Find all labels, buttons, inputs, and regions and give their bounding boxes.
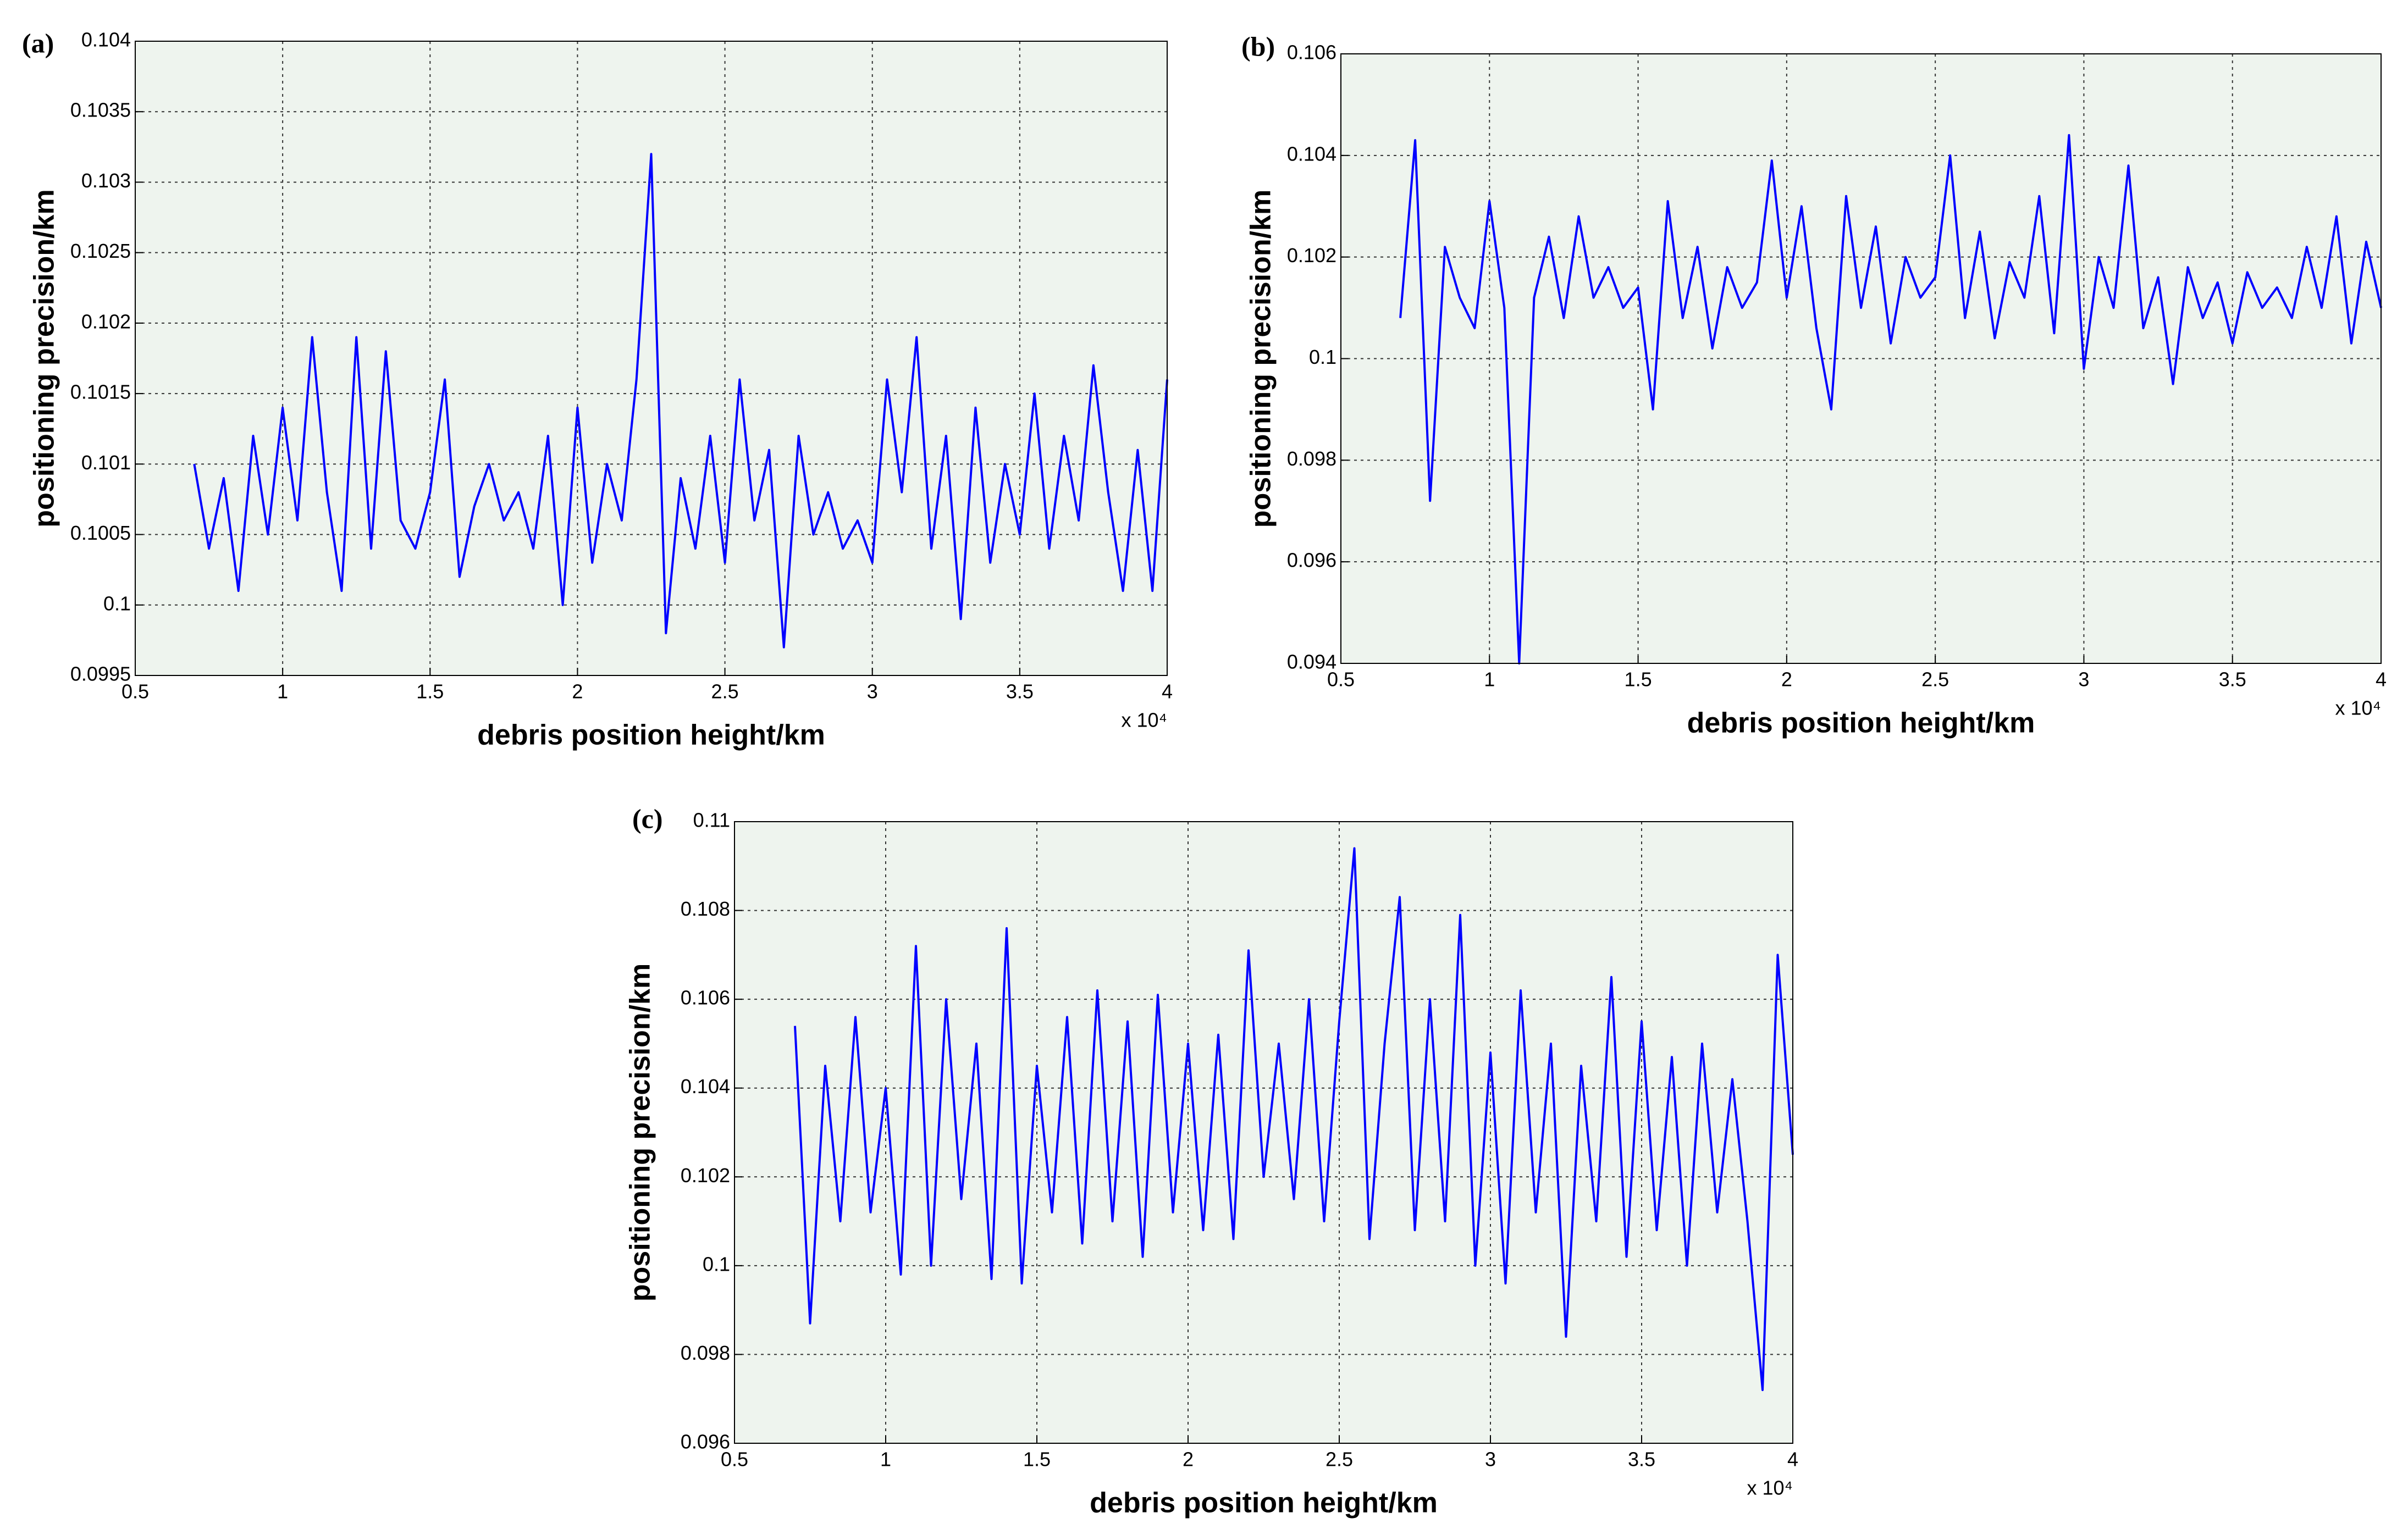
- x-tick-label: 3.5: [1006, 680, 1034, 703]
- y-tick-label: 0.096: [1287, 549, 1336, 572]
- y-tick-label: 0.101: [81, 451, 131, 474]
- x-axis-label: debris position height/km: [1687, 707, 2035, 739]
- data-line: [193, 153, 1168, 649]
- y-tick-label: 0.104: [81, 29, 131, 51]
- x-tick-label: 1.5: [1023, 1448, 1051, 1471]
- x-tick-label: 2.5: [711, 680, 739, 703]
- x-tick-label: 1.5: [416, 680, 444, 703]
- y-tick-label: 0.106: [1287, 41, 1336, 64]
- y-tick-label: 0.103: [81, 169, 131, 192]
- y-tick-label: 0.096: [681, 1431, 730, 1453]
- x-scale-label: x 10⁴: [1121, 709, 1167, 732]
- y-tick-label: 0.094: [1287, 651, 1336, 673]
- x-tick-label: 4: [1787, 1448, 1798, 1471]
- x-tick-label: 1: [880, 1448, 891, 1471]
- panel-label: (b): [1241, 31, 1275, 62]
- panel-label: (c): [632, 803, 663, 834]
- x-axis-label: debris position height/km: [477, 719, 825, 751]
- y-tick-label: 0.098: [681, 1342, 730, 1364]
- y-tick-label: 0.102: [681, 1164, 730, 1187]
- y-tick-label: 0.1015: [70, 381, 131, 403]
- x-tick-label: 0.5: [1327, 668, 1355, 691]
- y-axis-label: positioning precision/km: [1245, 190, 1277, 528]
- panel-label: (a): [22, 27, 54, 58]
- y-axis-label: positioning precision/km: [625, 963, 656, 1301]
- plot-area: [734, 822, 1793, 1443]
- x-tick-label: 0.5: [121, 680, 149, 703]
- y-tick-label: 0.1005: [70, 522, 131, 544]
- plot-border: [734, 821, 1793, 1444]
- x-tick-label: 2: [1183, 1448, 1194, 1471]
- y-tick-label: 0.11: [693, 809, 730, 832]
- y-tick-label: 0.102: [81, 310, 131, 333]
- x-tick-label: 3: [867, 680, 878, 703]
- data-line: [794, 847, 1794, 1392]
- x-tick-label: 3.5: [1628, 1448, 1655, 1471]
- y-tick-label: 0.108: [681, 898, 730, 920]
- y-tick-label: 0.1: [103, 592, 131, 614]
- x-tick-label: 4: [2376, 668, 2387, 691]
- x-tick-label: 3: [1485, 1448, 1496, 1471]
- y-tick-label: 0.102: [1287, 244, 1336, 267]
- y-tick-label: 0.1: [1309, 346, 1336, 368]
- x-tick-label: 3.5: [2219, 668, 2246, 691]
- y-tick-label: 0.1: [703, 1253, 730, 1275]
- x-tick-label: 2.5: [1325, 1448, 1353, 1471]
- plot-border: [135, 41, 1168, 676]
- x-tick-label: 1: [1484, 668, 1495, 691]
- data-line: [1399, 134, 2382, 664]
- y-tick-label: 0.1035: [70, 99, 131, 121]
- plot-area: [135, 41, 1167, 675]
- x-tick-label: 2: [572, 680, 583, 703]
- x-tick-label: 0.5: [721, 1448, 748, 1471]
- x-scale-label: x 10⁴: [2335, 697, 2381, 719]
- x-scale-label: x 10⁴: [1747, 1477, 1793, 1499]
- y-tick-label: 0.104: [681, 1075, 730, 1098]
- x-tick-label: 2: [1781, 668, 1792, 691]
- x-tick-label: 2.5: [1921, 668, 1949, 691]
- y-axis-label: positioning precision/km: [29, 189, 60, 527]
- x-tick-label: 4: [1162, 680, 1173, 703]
- x-tick-label: 1: [277, 680, 288, 703]
- x-tick-label: 3: [2078, 668, 2089, 691]
- y-tick-label: 0.0995: [70, 663, 131, 685]
- y-tick-label: 0.106: [681, 987, 730, 1009]
- x-tick-label: 1.5: [1625, 668, 1652, 691]
- y-tick-label: 0.098: [1287, 447, 1336, 470]
- x-axis-label: debris position height/km: [1090, 1487, 1438, 1519]
- y-tick-label: 0.1025: [70, 240, 131, 262]
- plot-border: [1340, 53, 2382, 664]
- y-tick-label: 0.104: [1287, 142, 1336, 165]
